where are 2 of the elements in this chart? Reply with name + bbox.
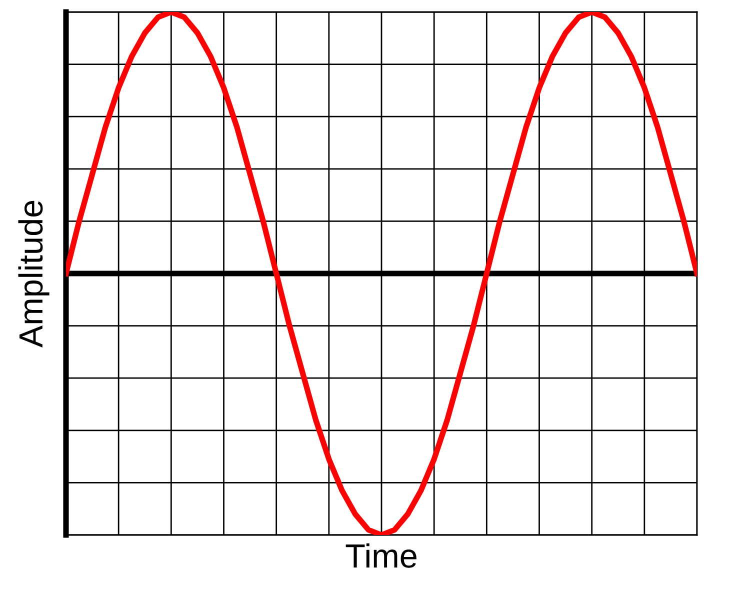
x-axis-title: Time (346, 543, 416, 568)
y-axis-title: Amplitude (18, 200, 50, 348)
